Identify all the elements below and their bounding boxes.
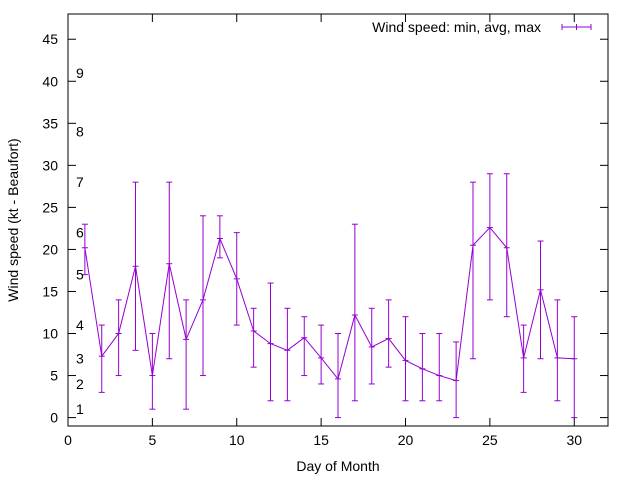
beaufort-label: 2 [76, 376, 84, 392]
y-tick-label: 10 [42, 326, 58, 342]
beaufort-label: 9 [76, 65, 84, 81]
beaufort-label: 4 [76, 317, 84, 333]
x-tick-label: 30 [566, 432, 582, 448]
y-tick-label: 40 [42, 73, 58, 89]
y-tick-label: 0 [50, 410, 58, 426]
y-axis-label: Wind speed (kt - Beaufort) [5, 138, 21, 301]
y-tick-label: 15 [42, 283, 58, 299]
beaufort-annotations: 1 2 3 4 5 6 7 8 9 [76, 65, 84, 417]
x-tick-label: 0 [64, 432, 72, 448]
x-tick-label: 10 [229, 432, 245, 448]
beaufort-label: 5 [76, 267, 84, 283]
y-tick-label: 45 [42, 31, 58, 47]
legend-label: Wind speed: min, avg, max [372, 19, 541, 35]
y-tick-label: 25 [42, 199, 58, 215]
x-tick-label: 5 [148, 432, 156, 448]
x-tick-label: 25 [482, 432, 498, 448]
beaufort-label: 3 [76, 351, 84, 367]
y-tick-label: 30 [42, 157, 58, 173]
x-tick-label: 15 [313, 432, 329, 448]
y-tick-label: 5 [50, 368, 58, 384]
beaufort-label: 6 [76, 225, 84, 241]
legend: Wind speed: min, avg, max [372, 19, 592, 35]
beaufort-label: 1 [76, 401, 84, 417]
series-layer [81, 173, 578, 419]
beaufort-label: 7 [76, 174, 84, 190]
series-line [84, 226, 575, 382]
beaufort-label: 8 [76, 124, 84, 140]
y-tick-label: 20 [42, 241, 58, 257]
plot-frame [67, 13, 609, 427]
y-tick-label: 35 [42, 115, 58, 131]
x-tick-label: 20 [398, 432, 414, 448]
x-axis-label: Day of Month [296, 458, 379, 474]
